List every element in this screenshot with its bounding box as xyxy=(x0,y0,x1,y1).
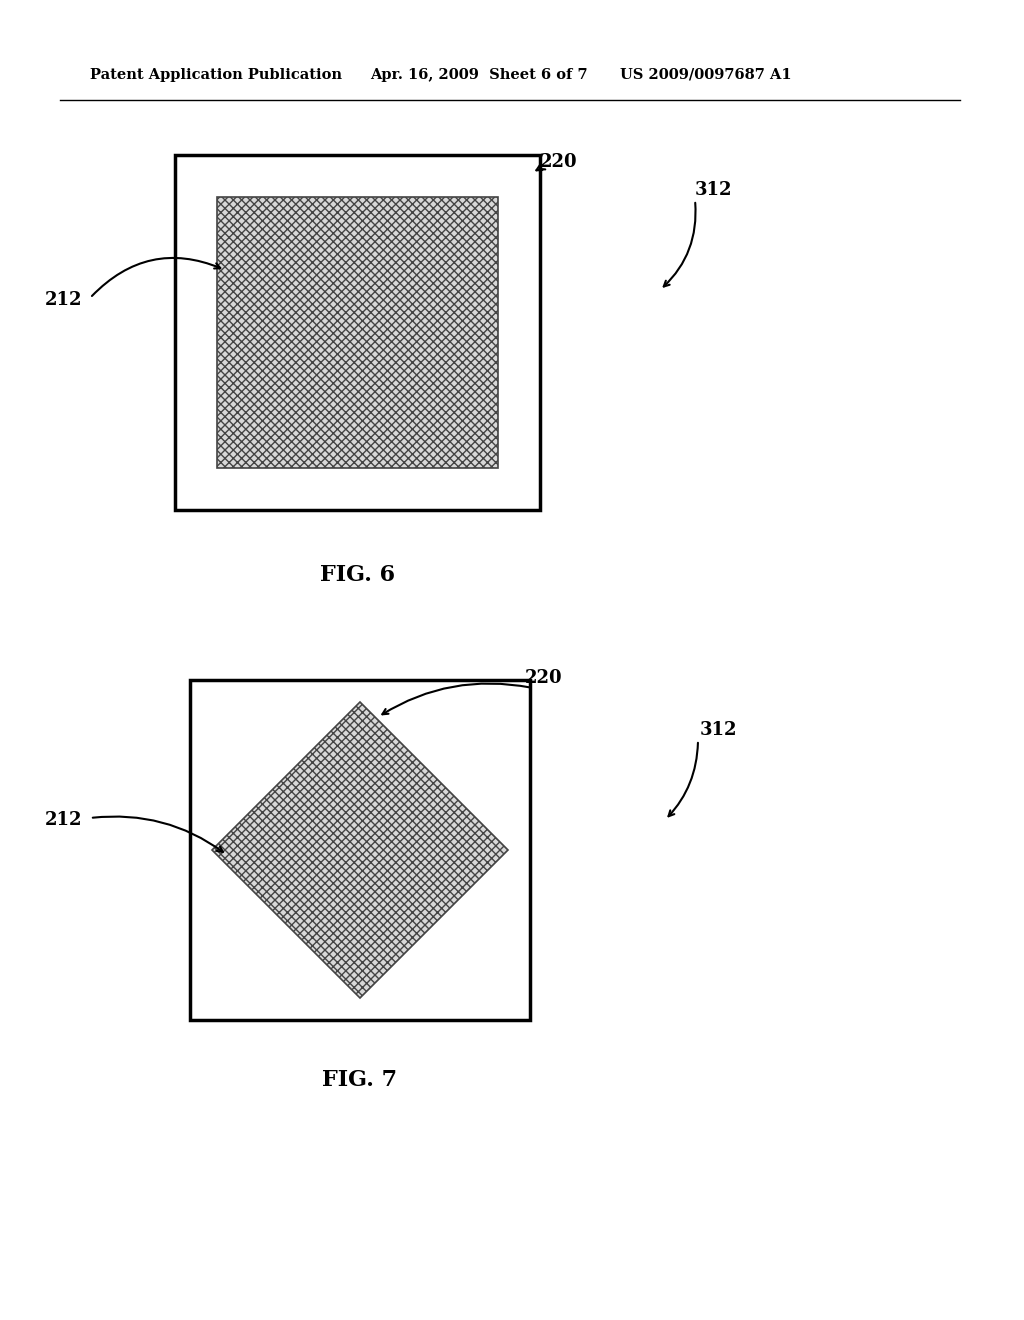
Bar xyxy=(175,154,540,510)
Text: Apr. 16, 2009  Sheet 6 of 7: Apr. 16, 2009 Sheet 6 of 7 xyxy=(370,69,588,82)
Text: FIG. 6: FIG. 6 xyxy=(319,564,395,586)
Text: Patent Application Publication: Patent Application Publication xyxy=(90,69,342,82)
Text: 220: 220 xyxy=(525,669,562,686)
Text: 212: 212 xyxy=(44,810,82,829)
Bar xyxy=(217,197,498,469)
Text: 312: 312 xyxy=(695,181,732,199)
Polygon shape xyxy=(212,702,508,998)
Text: US 2009/0097687 A1: US 2009/0097687 A1 xyxy=(620,69,792,82)
Text: 220: 220 xyxy=(540,153,578,172)
Bar xyxy=(190,680,530,1020)
Text: FIG. 7: FIG. 7 xyxy=(323,1069,397,1092)
Text: 212: 212 xyxy=(44,290,82,309)
Text: 312: 312 xyxy=(700,721,737,739)
